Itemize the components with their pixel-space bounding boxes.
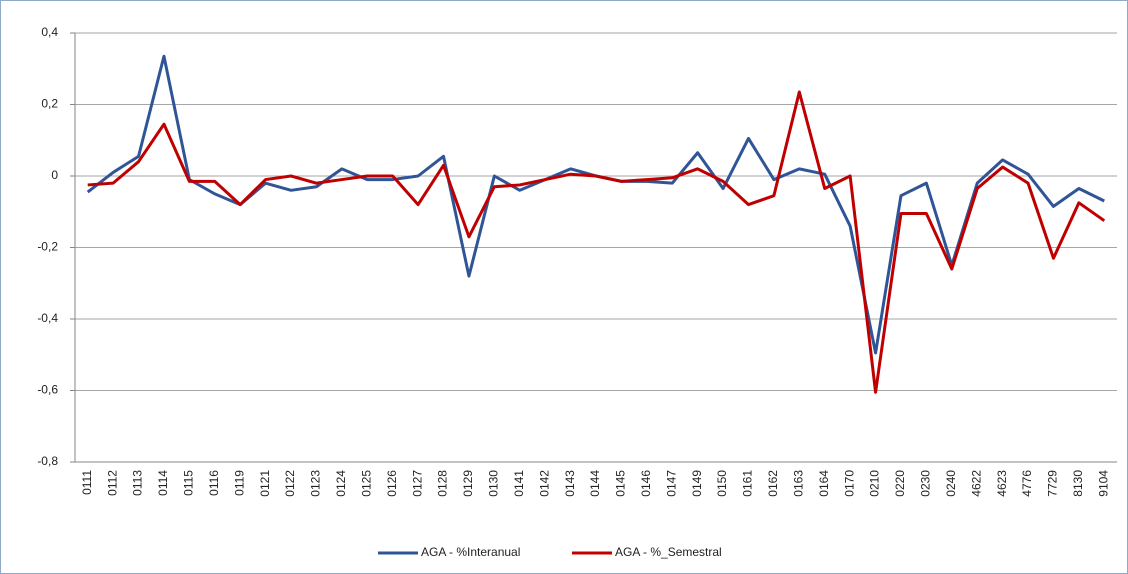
y-tick-label: -0,2 [37, 240, 58, 254]
x-tick-label: 0116 [207, 470, 221, 496]
x-tick-label: 0210 [868, 470, 882, 497]
y-tick-label: 0,4 [41, 25, 58, 39]
x-tick-label: 0129 [461, 470, 475, 497]
x-tick-label: 0230 [919, 470, 933, 497]
x-tick-label: 0170 [842, 470, 856, 497]
y-tick-label: -0,6 [37, 383, 58, 397]
x-tick-label: 0111 [80, 470, 94, 495]
y-tick-label: -0,8 [37, 454, 58, 468]
x-tick-label: 8130 [1071, 470, 1085, 497]
x-tick-label: 0162 [766, 470, 780, 497]
x-tick-label: 0141 [512, 470, 526, 497]
x-tick-label: 0121 [258, 470, 272, 497]
x-tick-label: 0163 [791, 470, 805, 497]
x-tick-label: 0144 [588, 470, 602, 497]
y-tick-label: 0 [51, 168, 58, 182]
x-tick-label: 7729 [1046, 470, 1060, 497]
x-tick-label: 9104 [1096, 470, 1110, 497]
x-tick-label: 0125 [359, 470, 373, 497]
x-tick-label: 4623 [995, 470, 1009, 497]
x-tick-label: 0123 [309, 470, 323, 497]
x-tick-label: 4622 [969, 470, 983, 497]
x-tick-label: 0149 [690, 470, 704, 497]
x-tick-label: 0164 [817, 470, 831, 497]
y-tick-label: -0,4 [37, 311, 58, 325]
x-tick-label: 0240 [944, 470, 958, 497]
x-tick-label: 0122 [283, 470, 297, 497]
x-tick-label: 0130 [487, 470, 501, 497]
x-tick-label: 0146 [639, 470, 653, 497]
x-tick-label: 0113 [131, 470, 145, 496]
legend-label: AGA - %Interanual [421, 545, 520, 559]
x-tick-label: 0147 [664, 470, 678, 497]
x-tick-label: 0119 [232, 470, 246, 496]
x-tick-label: 0145 [614, 470, 628, 497]
series-line [87, 90, 1106, 394]
x-tick-label: 0127 [410, 470, 424, 497]
x-tick-label: 0114 [156, 470, 170, 496]
x-tick-label: 0161 [741, 470, 755, 497]
x-tick-label: 4776 [1020, 470, 1034, 497]
y-tick-label: 0,2 [41, 97, 58, 111]
x-tick-label: 0143 [563, 470, 577, 497]
x-tick-label: 0124 [334, 470, 348, 497]
legend-label: AGA - %_Semestral [615, 545, 722, 559]
x-tick-label: 0126 [385, 470, 399, 497]
x-tick-label: 0220 [893, 470, 907, 497]
x-tick-label: 0150 [715, 470, 729, 497]
x-tick-label: 0115 [182, 470, 196, 496]
x-tick-label: 0128 [436, 470, 450, 497]
x-tick-label: 0112 [105, 470, 119, 496]
x-tick-label: 0142 [537, 470, 551, 497]
